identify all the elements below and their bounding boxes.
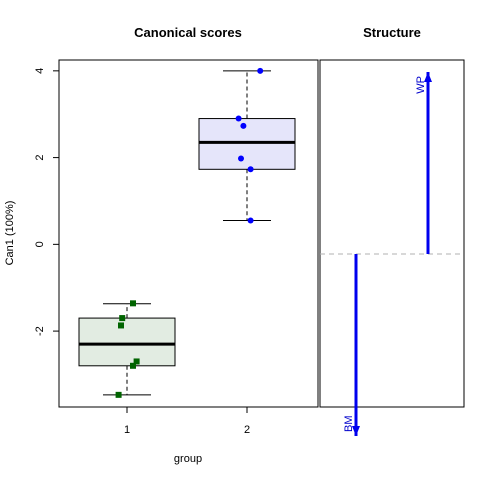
data-point-group-2 [240,122,247,129]
box-body [198,118,296,170]
y-axis-label: Can1 (100%) [4,201,16,266]
vector-label: WP [415,76,427,94]
box-group-2 [198,70,296,221]
data-point-group-1 [133,358,140,365]
y-tick-label: -2 [34,326,46,336]
box-body [78,317,176,367]
y-tick-label: 0 [34,241,46,247]
data-point-group-2 [257,67,264,74]
structure-title: Structure [363,25,421,40]
y-tick-label: 2 [34,155,46,161]
canonical-scores-title: Canonical scores [134,25,242,40]
x-tick-label: 1 [124,424,130,436]
x-tick-label: 2 [244,424,250,436]
structure-panel: Structure BM WP [319,25,465,436]
data-point-group-2 [247,166,254,173]
data-point-group-1 [115,391,122,398]
structure-plot-frame [319,59,465,408]
data-point-group-2 [238,155,244,162]
box-group-1 [78,303,176,396]
vector-wp: WP [415,72,432,254]
data-point-group-2 [247,217,254,224]
canonical-scores-marks [78,67,296,398]
canonical-scores-axes: -2 0 2 4 1 2 [34,68,250,436]
structure-marks: BM WP [320,72,464,436]
data-point-group-1 [130,362,136,369]
canonical-scores-plot-frame [58,59,319,408]
vector-label: BM [343,416,355,433]
data-point-group-1 [130,300,136,307]
canonical-scores-panel: Canonical scores -2 0 2 4 1 2 group Can1 (100… [4,25,319,465]
x-axis-label: group [174,453,202,465]
vector-arrowhead [352,426,360,436]
y-tick-label: 4 [34,68,46,74]
vector-bm: BM [343,254,360,436]
data-point-group-1 [118,322,124,329]
data-point-group-1 [119,315,126,322]
vector-arrowhead [424,72,432,82]
data-point-group-2 [235,115,242,122]
